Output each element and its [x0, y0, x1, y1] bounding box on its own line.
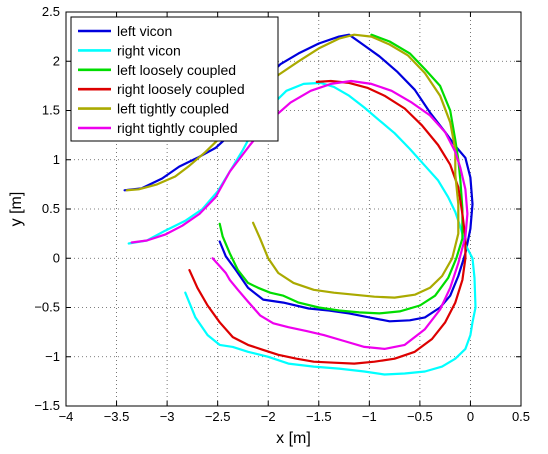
- x-tick-label: −3.5: [104, 409, 130, 424]
- legend-box: [70, 16, 279, 142]
- series-line-3: [218, 33, 464, 315]
- y-tick-label: 0: [53, 250, 60, 265]
- y-tick-label: −1.5: [34, 398, 60, 413]
- y-tick-label: −1: [45, 349, 60, 364]
- legend-entry-label: left vicon: [117, 23, 172, 39]
- legend-entry-label: right loosely coupled: [117, 81, 245, 97]
- y-tick-label: 0.5: [42, 201, 60, 216]
- y-tick-label: 1.5: [42, 103, 60, 118]
- x-tick-label: −0.5: [407, 409, 433, 424]
- axis-ticks: −4 −3.5 −3 −2.5 −2 −1.5 −1 −0.5 0 0.5 −1.5 −1 −0.5 0 0…: [34, 4, 530, 424]
- legend-entry-label: right vicon: [117, 42, 181, 58]
- x-tick-label: −2.5: [205, 409, 231, 424]
- legend-entry-label: left tightly coupled: [117, 101, 229, 117]
- legend-entry-label: right tightly coupled: [117, 120, 238, 136]
- grid: [66, 12, 521, 406]
- x-tick-label: 0: [467, 409, 474, 424]
- x-axis-label: x [m]: [276, 430, 311, 447]
- x-tick-label: −1: [362, 409, 377, 424]
- y-tick-label: −0.5: [34, 300, 60, 315]
- x-tick-label: −2: [261, 409, 276, 424]
- x-tick-label: −3: [160, 409, 175, 424]
- series-line-6: [130, 79, 469, 350]
- y-tick-label: 2.5: [42, 4, 60, 19]
- x-tick-label: 0.5: [512, 409, 530, 424]
- y-tick-label: 2: [53, 53, 60, 68]
- y-tick-label: 1: [53, 152, 60, 167]
- series-line-4: [188, 79, 467, 365]
- x-tick-label: −1.5: [306, 409, 332, 424]
- legend-entry-label: left loosely coupled: [117, 62, 236, 78]
- legend: left vicon right vicon left loosely couple…: [70, 16, 279, 142]
- y-axis-label: y [m]: [8, 192, 25, 227]
- x-tick-label: −4: [59, 409, 74, 424]
